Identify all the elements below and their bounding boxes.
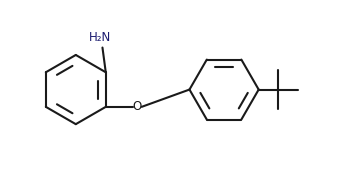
Text: H₂N: H₂N	[89, 31, 111, 44]
Text: O: O	[133, 100, 142, 113]
